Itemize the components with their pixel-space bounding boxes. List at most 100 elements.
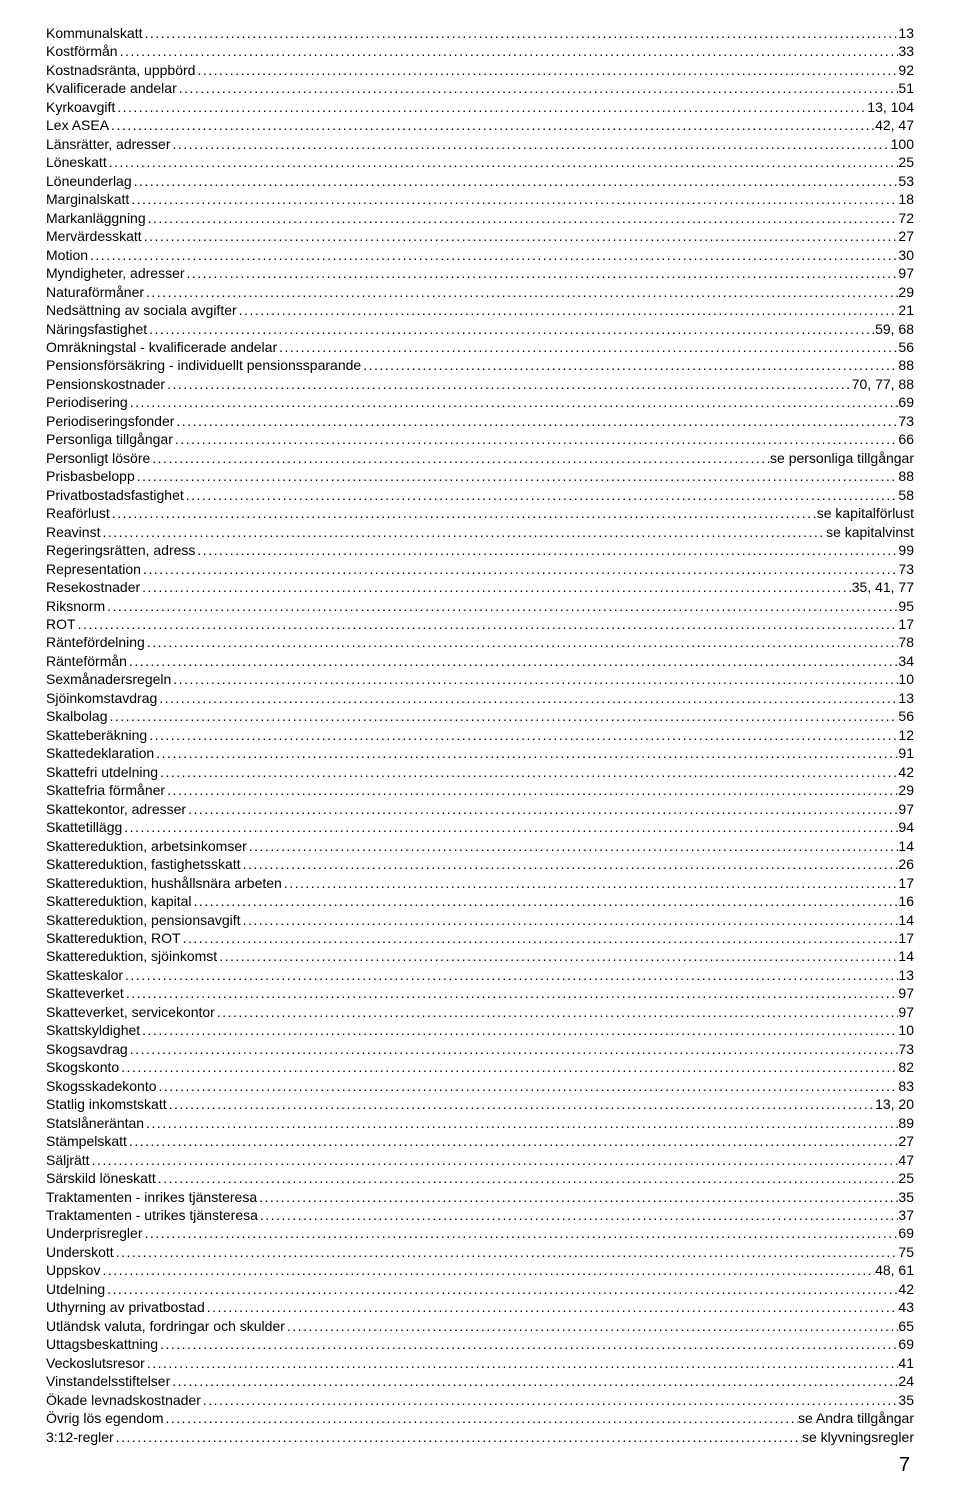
index-entry-label: Omräkningstal - kvalificerade andelar <box>46 338 277 356</box>
index-entry-page: 37 <box>898 1206 914 1224</box>
index-row: Markanläggning 72 <box>46 209 914 227</box>
index-leader-dots <box>247 837 899 855</box>
index-entry-label: Pensionsförsäkring - individuellt pensio… <box>46 356 361 374</box>
index-row: Mervärdesskatt 27 <box>46 227 914 245</box>
index-entry-label: Naturaförmåner <box>46 283 144 301</box>
index-entry-label: Kostnadsränta, uppbörd <box>46 61 195 79</box>
index-row: Skattskyldighet 10 <box>46 1021 914 1039</box>
index-entry-page: 16 <box>898 892 914 910</box>
index-entry-page: 41 <box>898 1354 914 1372</box>
index-leader-dots <box>123 966 898 984</box>
index-entry-page: 34 <box>898 652 914 670</box>
index-entry-label: Statslåneräntan <box>46 1114 144 1132</box>
index-leader-dots <box>107 153 899 171</box>
index-row: Löneskatt 25 <box>46 153 914 171</box>
index-row: Skatteverket 97 <box>46 984 914 1002</box>
index-entry-page: 17 <box>898 929 914 947</box>
index-leader-dots <box>76 615 899 633</box>
index-row: Skattereduktion, sjöinkomst 14 <box>46 947 914 965</box>
index-entry-page: 42 <box>898 763 914 781</box>
index-entry-label: Personligt lösöre <box>46 449 150 467</box>
index-row: Lex ASEA 42, 47 <box>46 116 914 134</box>
index-row: Skattefria förmåner 29 <box>46 781 914 799</box>
index-row: Statslåneräntan 89 <box>46 1114 914 1132</box>
index-leader-dots <box>158 763 898 781</box>
index-entry-page: 13, 20 <box>875 1095 914 1113</box>
index-entry-page: 47 <box>898 1151 914 1169</box>
index-leader-dots <box>147 726 898 744</box>
index-entry-label: Reaförlust <box>46 504 110 522</box>
index-row: Omräkningstal - kvalificerade andelar 56 <box>46 338 914 356</box>
index-leader-dots <box>257 1188 898 1206</box>
index-entry-page: 72 <box>898 209 914 227</box>
index-entry-label: Myndigheter, adresser <box>46 264 185 282</box>
index-entry-label: Nedsättning av sociala avgifter <box>46 301 237 319</box>
index-row: Vinstandelsstiftelser 24 <box>46 1372 914 1390</box>
index-leader-dots <box>122 818 898 836</box>
index-row: Resekostnader 35, 41, 77 <box>46 578 914 596</box>
index-row: Särskild löneskatt 25 <box>46 1169 914 1187</box>
index-leader-dots <box>201 1391 899 1409</box>
index-leader-dots <box>165 375 852 393</box>
index-row: Övrig lös egendom se Andra tillgångar <box>46 1409 914 1427</box>
index-entry-page: 78 <box>898 633 914 651</box>
index-leader-dots <box>150 449 770 467</box>
index-entry-page: 91 <box>898 744 914 762</box>
index-entry-page: 30 <box>898 246 914 264</box>
index-entry-label: Utdelning <box>46 1280 105 1298</box>
index-entry-label: Särskild löneskatt <box>46 1169 156 1187</box>
index-leader-dots <box>100 523 826 541</box>
index-row: Periodisering 69 <box>46 393 914 411</box>
index-entry-label: Skattereduktion, ROT <box>46 929 181 947</box>
index-leader-dots <box>115 98 867 116</box>
index-leader-dots <box>144 283 898 301</box>
index-entry-page: 82 <box>898 1058 914 1076</box>
index-entry-page: 69 <box>898 1224 914 1242</box>
index-leader-dots <box>171 135 891 153</box>
index-entry-label: Traktamenten - utrikes tjänsteresa <box>46 1206 258 1224</box>
index-row: Ränteförmån 34 <box>46 652 914 670</box>
index-entry-label: Statlig inkomstskatt <box>46 1095 167 1113</box>
index-entry-label: Säljrätt <box>46 1151 90 1169</box>
index-row: Myndigheter, adresser 97 <box>46 264 914 282</box>
index-entry-label: Motion <box>46 246 88 264</box>
index-leader-dots <box>171 670 898 688</box>
index-leader-dots <box>140 1021 898 1039</box>
index-entry-label: Riksnorm <box>46 597 105 615</box>
index-entry-page: 24 <box>898 1372 914 1390</box>
index-entry-page: 73 <box>898 412 914 430</box>
index-leader-dots <box>145 1354 899 1372</box>
index-row: Näringsfastighet 59, 68 <box>46 320 914 338</box>
index-leader-dots <box>132 172 899 190</box>
index-entry-page: se Andra tillgångar <box>798 1409 914 1427</box>
index-entry-label: Kommunalskatt <box>46 24 142 42</box>
index-entry-page: 100 <box>891 135 914 153</box>
index-entry-label: Skattskyldighet <box>46 1021 140 1039</box>
index-entry-page: 69 <box>898 393 914 411</box>
index-leader-dots <box>142 227 899 245</box>
index-row: Prisbasbelopp 88 <box>46 467 914 485</box>
index-entry-page: 18 <box>898 190 914 208</box>
index-leader-dots <box>277 338 898 356</box>
index-leader-dots <box>217 947 898 965</box>
index-row: Skattereduktion, hushållsnära arbeten 17 <box>46 874 914 892</box>
index-entry-label: Skattereduktion, arbetsinkomser <box>46 837 247 855</box>
index-entry-label: Skatteskalor <box>46 966 123 984</box>
index-leader-dots <box>105 597 898 615</box>
index-row: Uthyrning av privatbostad 43 <box>46 1298 914 1316</box>
index-leader-dots <box>114 1428 802 1446</box>
index-entry-page: 14 <box>898 837 914 855</box>
index-leader-dots <box>140 578 852 596</box>
index-entry-page: 27 <box>898 1132 914 1150</box>
index-leader-dots <box>128 393 899 411</box>
index-row: Skogskonto 82 <box>46 1058 914 1076</box>
index-entry-label: Skattedeklaration <box>46 744 154 762</box>
index-row: Skattetillägg 94 <box>46 818 914 836</box>
index-entry-page: se kapitalförlust <box>817 504 914 522</box>
index-entry-page: 17 <box>898 615 914 633</box>
index-entry-label: Kostförmån <box>46 42 118 60</box>
index-entry-label: Skattereduktion, hushållsnära arbeten <box>46 874 282 892</box>
index-row: Veckoslutsresor 41 <box>46 1354 914 1372</box>
index-entry-label: ROT <box>46 615 76 633</box>
index-entry-page: 88 <box>898 467 914 485</box>
